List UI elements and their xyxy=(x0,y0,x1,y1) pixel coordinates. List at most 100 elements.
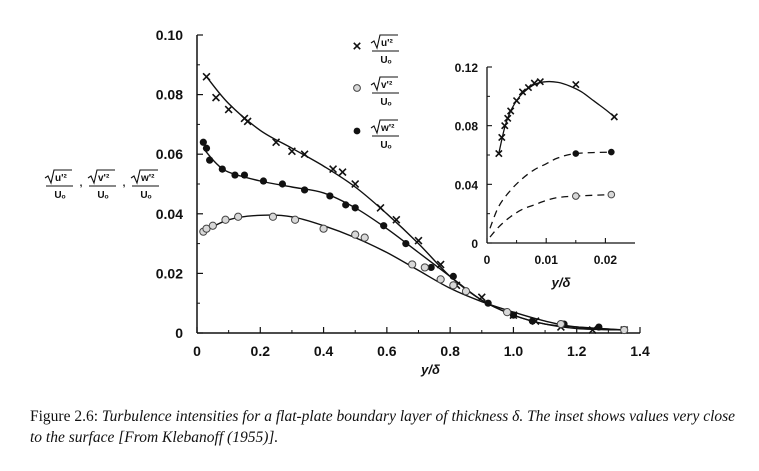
inset-data-point xyxy=(524,83,533,92)
y-axis-label-separator: , xyxy=(123,178,126,189)
legend-marker xyxy=(353,84,361,92)
main-data-point xyxy=(300,150,309,159)
main-x-tick-label: 0 xyxy=(193,343,201,359)
main-data-point xyxy=(272,138,281,147)
y-axis-label-term: v'² Uₒ xyxy=(87,169,116,201)
fraction-numerator: v'² xyxy=(381,80,393,91)
main-data-point xyxy=(408,260,417,269)
figure-caption: Figure 2.6: Turbulence intensities for a… xyxy=(30,406,750,448)
inset-data-point xyxy=(501,121,509,130)
inset-data-point xyxy=(506,107,515,115)
legend-marker xyxy=(353,42,361,50)
inset-data-point xyxy=(530,79,539,87)
main-data-point xyxy=(206,156,214,164)
main-data-point xyxy=(351,204,359,212)
fraction-denominator: Uₒ xyxy=(54,190,65,201)
main-data-point xyxy=(259,177,268,185)
inset-data-point xyxy=(518,88,527,96)
main-x-tick-label: 1.0 xyxy=(504,343,524,359)
main-data-point xyxy=(376,203,385,212)
main-data-point xyxy=(240,171,249,179)
figure: 0 0.2 0.4 0.6 0.8 1.0 1.2 1.400.020.040.060.080… xyxy=(44,27,650,377)
y-axis-label: u'² Uₒ, v'² Uₒ, w'² Uₒ xyxy=(44,169,159,201)
main-data-point xyxy=(218,165,226,173)
inset-x-tick-label: 0.02 xyxy=(594,253,618,267)
legend-label: u'² Uₒ xyxy=(370,34,399,66)
inset-y-tick-label: 0.04 xyxy=(455,178,479,192)
inset-data-point xyxy=(504,114,512,123)
y-axis-label-term: w'² Uₒ xyxy=(130,169,159,201)
inset-data-point xyxy=(572,150,580,157)
fraction-numerator: w'² xyxy=(140,173,155,184)
main-data-point xyxy=(300,186,309,194)
main-data-point xyxy=(243,117,252,126)
y-axis-label-separator: , xyxy=(80,178,83,189)
fraction-numerator: v'² xyxy=(98,173,110,184)
inset-data-point xyxy=(572,192,580,200)
main-plot: 0 0.2 0.4 0.6 0.8 1.0 1.2 1.400.020.040.060.080… xyxy=(156,27,650,377)
legend: u'² Uₒ v'² Uₒ w'² Uₒ xyxy=(353,34,399,151)
fraction-denominator: Uₒ xyxy=(380,140,391,151)
main-data-point xyxy=(268,212,278,221)
inset-data-point xyxy=(608,148,615,156)
main-data-point xyxy=(290,215,300,224)
main-curve xyxy=(202,214,625,331)
main-x-tick-label: 0.2 xyxy=(251,343,271,359)
main-curve xyxy=(205,76,625,331)
main-data-point xyxy=(556,319,565,329)
fraction-denominator: Uₒ xyxy=(97,190,108,201)
main-data-point xyxy=(436,275,445,284)
inset-x-tick-label: 0.01 xyxy=(535,253,559,267)
legend-entry: w'² Uₒ xyxy=(353,119,399,151)
inset-data-point xyxy=(607,190,616,199)
main-data-point xyxy=(392,215,401,224)
inset-y-tick-label: 0.08 xyxy=(455,120,479,134)
main-data-point xyxy=(234,212,243,221)
main-data-point xyxy=(595,323,603,331)
main-data-point xyxy=(528,317,537,325)
inset-x-tick-label: 0 xyxy=(484,253,491,267)
inset-data-point xyxy=(572,80,580,89)
inset-data-point xyxy=(610,113,618,121)
main-data-point xyxy=(202,72,211,81)
fraction-denominator: Uₒ xyxy=(380,97,391,108)
inset-x-axis-label: y/δ xyxy=(551,275,571,290)
legend-entry: v'² Uₒ xyxy=(353,76,399,108)
inset-curve xyxy=(489,151,612,229)
main-data-point xyxy=(224,105,233,114)
main-data-point xyxy=(420,263,429,272)
main-y-tick-label: 0.08 xyxy=(156,87,183,103)
main-data-point xyxy=(199,138,207,146)
main-data-point xyxy=(461,287,471,296)
main-data-point xyxy=(342,201,350,209)
main-y-tick-label: 0.02 xyxy=(156,265,183,281)
main-y-tick-label: 0.06 xyxy=(156,146,183,162)
main-y-tick-label: 0.10 xyxy=(156,27,183,43)
legend-label: w'² Uₒ xyxy=(370,119,399,151)
inset-y-tick-label: 0.12 xyxy=(455,61,479,75)
main-data-point xyxy=(503,308,512,317)
main-data-point xyxy=(380,222,388,230)
main-x-tick-label: 1.2 xyxy=(567,343,587,359)
fraction-numerator: u'² xyxy=(55,173,67,184)
main-x-axis-label: y/δ xyxy=(420,362,440,377)
main-data-point xyxy=(287,147,296,156)
main-data-point xyxy=(208,221,217,230)
main-x-tick-label: 0.8 xyxy=(440,343,460,359)
main-y-tick-label: 0.04 xyxy=(156,206,183,222)
main-data-point xyxy=(212,93,220,102)
main-data-point xyxy=(351,230,360,239)
main-x-tick-label: 0.4 xyxy=(314,343,334,359)
main-data-point xyxy=(338,168,347,177)
main-data-point xyxy=(402,240,410,248)
main-data-point xyxy=(202,144,211,152)
main-data-point xyxy=(319,224,328,233)
fraction-denominator: Uₒ xyxy=(140,190,151,201)
main-data-point xyxy=(221,215,230,224)
main-data-point xyxy=(360,233,369,242)
main-data-point xyxy=(231,171,239,179)
main-data-point xyxy=(449,272,457,280)
inset-data-point xyxy=(512,97,521,105)
inset-plot: 0 0.01 0.02 0 0.04 0.08 0.12 y/δ xyxy=(455,61,635,290)
main-data-point xyxy=(620,325,629,335)
